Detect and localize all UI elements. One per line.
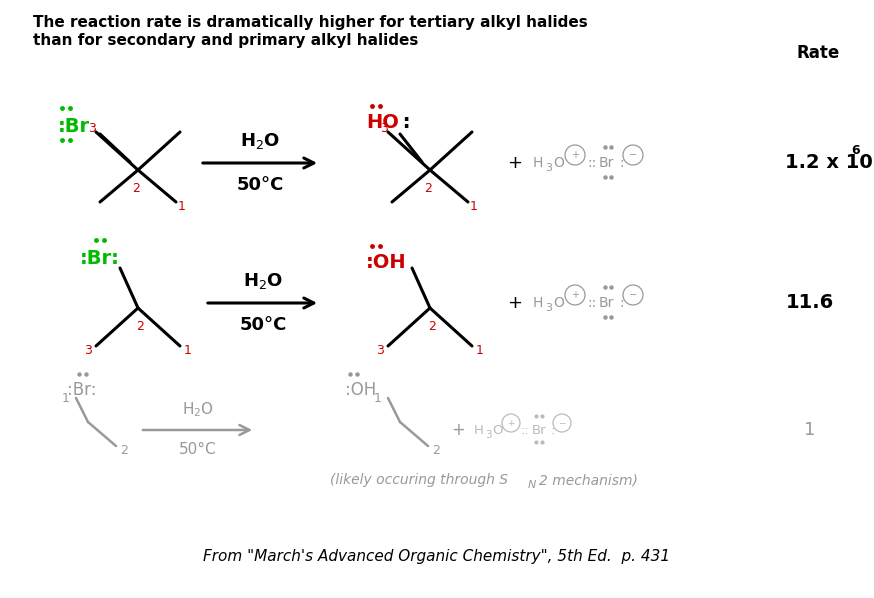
Text: 1: 1 [374,392,382,404]
Text: ::: :: [587,156,596,170]
Text: 1: 1 [178,200,186,212]
Text: 50°C: 50°C [236,176,284,194]
Text: +: + [507,419,515,428]
Text: 1: 1 [470,200,478,212]
Text: 2: 2 [428,319,436,332]
Text: 3: 3 [485,430,491,440]
Text: O: O [553,296,564,310]
Text: From "March's Advanced Organic Chemistry", 5th Ed.  p. 431: From "March's Advanced Organic Chemistry… [204,548,670,563]
Text: +: + [451,421,465,439]
Text: Br: Br [599,156,614,170]
Text: +: + [508,294,523,312]
Text: O: O [553,156,564,170]
Text: :Br:: :Br: [80,249,120,267]
Text: :Br:: :Br: [67,381,97,399]
Text: −: − [558,419,565,428]
Text: than for secondary and primary alkyl halides: than for secondary and primary alkyl hal… [33,33,419,48]
Text: H$_2$O: H$_2$O [182,401,214,419]
Text: :OH: :OH [345,381,376,399]
Text: 2: 2 [136,319,144,332]
Text: ::: :: [587,296,596,310]
Text: Br: Br [532,423,546,437]
Text: 1.2 x 10: 1.2 x 10 [785,154,873,172]
Text: (likely occuring through S: (likely occuring through S [330,473,508,487]
Text: :: : [396,114,411,133]
Text: 11.6: 11.6 [786,294,834,313]
Text: +: + [571,150,579,160]
Text: O: O [492,423,503,437]
Text: :: : [550,423,554,437]
Text: 2 mechanism): 2 mechanism) [539,473,638,487]
Text: N: N [528,480,537,490]
Text: 50°C: 50°C [239,316,287,334]
Text: 3: 3 [88,121,96,135]
Text: ::: :: [521,423,530,437]
Text: 2: 2 [120,444,128,456]
Text: 3: 3 [84,343,92,356]
Text: 2: 2 [132,182,140,194]
Text: 3: 3 [376,343,384,356]
Text: 3: 3 [545,163,552,173]
Text: H$_2$O: H$_2$O [240,131,280,151]
Text: :OH: :OH [366,254,406,273]
Text: 2: 2 [424,182,432,194]
Text: :: : [619,156,624,170]
Text: 1: 1 [804,421,815,439]
Text: H: H [474,423,484,437]
Text: HO: HO [366,114,399,133]
Text: 1: 1 [184,343,192,356]
Text: Rate: Rate [797,44,840,62]
Text: 1: 1 [62,392,70,404]
Text: −: − [629,290,637,300]
Text: H$_2$O: H$_2$O [243,271,283,291]
Text: :Br: :Br [58,117,90,136]
Text: The reaction rate is dramatically higher for tertiary alkyl halides: The reaction rate is dramatically higher… [33,16,587,30]
Text: 6: 6 [851,145,860,157]
Text: 3: 3 [380,121,388,135]
Text: H: H [533,156,544,170]
Text: +: + [571,290,579,300]
Text: Br: Br [599,296,614,310]
Text: 50°C: 50°C [179,443,217,457]
Text: 2: 2 [432,444,440,456]
Text: :: : [619,296,624,310]
Text: +: + [508,154,523,172]
Text: 1: 1 [476,343,484,356]
Text: 3: 3 [545,303,552,313]
Text: H: H [533,296,544,310]
Text: −: − [629,150,637,160]
